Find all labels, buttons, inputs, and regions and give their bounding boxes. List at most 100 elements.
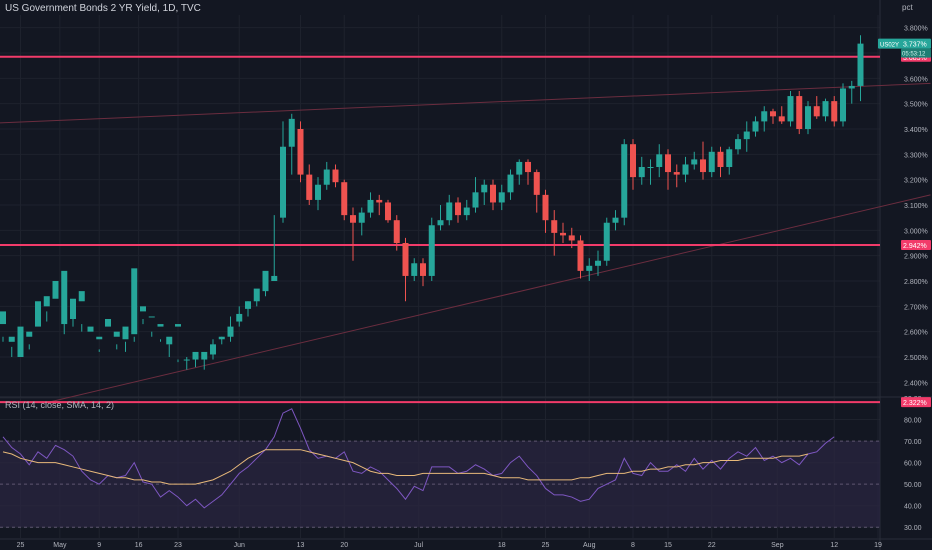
countdown-tag bbox=[901, 48, 931, 58]
candle-body bbox=[472, 192, 479, 208]
rsi-band bbox=[0, 440, 880, 528]
candle-body bbox=[253, 288, 260, 302]
candle-body bbox=[840, 88, 846, 122]
candle-body bbox=[533, 172, 540, 195]
candle-body bbox=[743, 131, 750, 140]
candle-body bbox=[717, 151, 724, 167]
price-tick-label: 3.800% bbox=[904, 26, 928, 33]
candle-body bbox=[498, 192, 505, 203]
rsi-tick-label: 40.00 bbox=[904, 504, 922, 511]
time-tick-label: 12 bbox=[830, 542, 838, 549]
candle-body bbox=[183, 359, 190, 361]
last-price-text: 3.737% bbox=[903, 42, 927, 49]
candle-body bbox=[682, 164, 689, 175]
candle-body bbox=[481, 184, 488, 193]
candle-body bbox=[385, 202, 391, 221]
candle-body bbox=[805, 106, 811, 129]
trendline bbox=[46, 194, 931, 404]
candle-body bbox=[542, 194, 549, 221]
candle-body bbox=[393, 220, 400, 243]
time-tick-label: 8 bbox=[631, 542, 635, 549]
candle-body bbox=[358, 212, 365, 223]
rsi-sma-line bbox=[2, 449, 809, 485]
candle-body bbox=[735, 139, 741, 150]
time-tick-label: 9 bbox=[97, 542, 101, 549]
candle-body bbox=[113, 331, 120, 337]
trendlines[interactable] bbox=[0, 82, 931, 404]
candle-body bbox=[131, 268, 138, 335]
candle-body bbox=[813, 106, 820, 117]
candle-body bbox=[848, 85, 855, 89]
candle-body bbox=[70, 298, 76, 319]
candle-body bbox=[175, 324, 181, 327]
price-tick-label: 3.200% bbox=[904, 178, 928, 185]
candle-body bbox=[17, 326, 24, 357]
candle-body bbox=[726, 149, 733, 167]
candle-body bbox=[332, 169, 339, 183]
level-price-text: 2.942% bbox=[903, 243, 927, 250]
candle-body bbox=[437, 220, 444, 226]
candle-body bbox=[516, 161, 523, 175]
rsi-tick-label: 70.00 bbox=[904, 439, 922, 446]
candle-body bbox=[402, 243, 409, 276]
candle-body bbox=[61, 270, 68, 325]
last-price-tag bbox=[878, 38, 931, 49]
candle-body bbox=[323, 169, 330, 185]
candle-body bbox=[157, 324, 164, 327]
level-price-tag bbox=[901, 240, 931, 251]
candle-body bbox=[218, 336, 225, 340]
rsi-line bbox=[2, 408, 835, 509]
level-price-text: 3.685% bbox=[903, 55, 927, 62]
rsi-title[interactable]: RSI (14, close, SMA, 14, 2) bbox=[5, 400, 115, 410]
horizontal-levels[interactable] bbox=[0, 55, 880, 404]
trendline bbox=[0, 82, 931, 124]
candle-body bbox=[857, 43, 864, 86]
time-tick-label: May bbox=[53, 542, 67, 549]
rsi-tick-label: 50.00 bbox=[904, 482, 922, 489]
candle-body bbox=[105, 319, 111, 327]
candle-body bbox=[87, 326, 94, 332]
candle-body bbox=[350, 215, 356, 223]
price-tick-label: 2.700% bbox=[904, 304, 928, 311]
candle-body bbox=[787, 96, 794, 122]
time-tick-label: 18 bbox=[498, 542, 506, 549]
candle-body bbox=[490, 184, 496, 203]
candle-body bbox=[551, 220, 558, 233]
candle-body bbox=[463, 207, 470, 216]
price-tick-label: 3.000% bbox=[904, 228, 928, 235]
time-axis[interactable]: 25 May 9 16 23 Jun 13 20 Jul 18 25 Aug 8 15 22 Sep 12 19 bbox=[17, 542, 882, 549]
price-tick-label: 2.400% bbox=[904, 380, 928, 387]
candle-body bbox=[831, 101, 838, 122]
candle-body bbox=[577, 240, 584, 271]
candle-body bbox=[708, 151, 715, 173]
price-tick-label: 3.400% bbox=[904, 127, 928, 134]
time-tick-label: 23 bbox=[174, 542, 182, 549]
candle-body bbox=[691, 159, 698, 165]
candle-body bbox=[280, 146, 286, 218]
time-tick-label: 15 bbox=[664, 542, 672, 549]
countdown-text: 05:53:12 bbox=[902, 52, 926, 58]
candle-body bbox=[455, 202, 461, 216]
candle-body bbox=[752, 121, 759, 132]
candle-body bbox=[376, 199, 383, 203]
candle-body bbox=[52, 281, 59, 299]
candle-body bbox=[525, 161, 531, 173]
candle-body bbox=[227, 326, 234, 337]
candle-body bbox=[306, 174, 313, 200]
time-tick-label: 19 bbox=[874, 542, 882, 549]
price-tick-label: 2.500% bbox=[904, 355, 928, 362]
candle-body bbox=[271, 275, 278, 281]
candle-body bbox=[297, 129, 304, 175]
chart-title[interactable]: US Government Bonds 2 YR Yield, 1D, TVC bbox=[5, 3, 201, 14]
candle-body bbox=[43, 296, 50, 307]
symbol-label: US02Y bbox=[880, 43, 899, 49]
candle-body bbox=[656, 154, 663, 167]
candle-body bbox=[796, 96, 803, 129]
time-tick-label: 13 bbox=[297, 542, 305, 549]
candle-body bbox=[26, 331, 33, 337]
price-tick-label: 2.900% bbox=[904, 254, 928, 261]
price-tick-label: 3.600% bbox=[904, 76, 928, 83]
time-tick-label: 22 bbox=[708, 542, 716, 549]
candle-body bbox=[428, 225, 435, 276]
